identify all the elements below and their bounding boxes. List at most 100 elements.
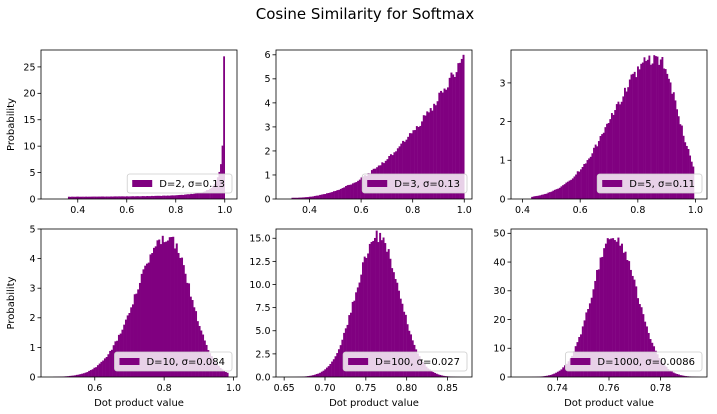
histogram-bar [131, 304, 134, 377]
histogram-bar [606, 123, 608, 199]
histogram-bar [77, 374, 80, 377]
histogram-bar [149, 196, 152, 199]
y-tick-label: 5 [264, 74, 270, 85]
histogram-bar [173, 195, 175, 199]
histogram-bar [437, 374, 440, 377]
histogram-bar [136, 196, 139, 199]
histogram-bar [667, 78, 670, 199]
histogram-bar [142, 269, 145, 377]
histogram-bar [640, 307, 643, 377]
histogram-bar [196, 321, 199, 377]
histogram-bar [221, 369, 224, 377]
histogram-bar [564, 365, 567, 377]
histogram-bar [327, 366, 330, 377]
histogram-bar [351, 301, 354, 377]
histogram-bar [455, 72, 458, 199]
histogram-bar [380, 240, 383, 377]
histogram-bar [334, 190, 337, 199]
histogram-bar [592, 289, 595, 377]
histogram-bar [435, 373, 438, 377]
histogram-bar [679, 375, 682, 377]
histogram-bar [568, 180, 571, 199]
histogram-bar [601, 256, 604, 377]
legend-label: D=100, σ=0.027 [375, 357, 460, 368]
legend: D=5, σ=0.11 [596, 173, 703, 194]
histogram-bar [97, 196, 100, 199]
histogram-bar [560, 369, 563, 377]
y-axis-label: Probability [6, 276, 17, 329]
y-tick-label: 2 [264, 146, 270, 157]
histogram-bar [407, 136, 410, 199]
histogram-bar [94, 196, 97, 199]
histogram-bar [573, 176, 576, 199]
histogram-bar [184, 273, 187, 377]
histogram-bar [551, 374, 554, 377]
histogram-bar [182, 194, 185, 199]
histogram-bar [599, 136, 602, 199]
histogram-bar [426, 111, 429, 199]
histogram-bar [348, 184, 351, 199]
histogram-bar [143, 196, 146, 199]
histogram-bar [557, 188, 560, 199]
histogram-bar [586, 160, 589, 199]
histogram-bar [596, 146, 599, 199]
histogram-bar [555, 372, 558, 377]
histogram-bar [665, 366, 668, 377]
histogram-bar [619, 104, 621, 199]
histogram-bar [550, 191, 553, 199]
axes-frame [275, 49, 473, 200]
histogram-bar [109, 350, 112, 377]
histogram-bar [135, 196, 138, 199]
histogram-bar [144, 196, 147, 199]
histogram-bar [427, 368, 430, 377]
histogram-bar [187, 194, 189, 199]
y-tick-label: 4 [29, 254, 35, 265]
histogram-bar [140, 273, 143, 377]
histogram-bar [646, 59, 649, 199]
histogram-bar [534, 196, 537, 199]
legend-box [114, 351, 233, 372]
x-tick-label: 0.8 [157, 383, 172, 394]
histogram-bar [180, 194, 183, 199]
histogram-bar [630, 74, 633, 199]
histogram-bar [431, 110, 434, 199]
histogram-bar [593, 147, 595, 199]
histogram-bar [103, 358, 106, 377]
histogram-bar [414, 130, 417, 199]
histogram-bar [539, 195, 542, 199]
histogram-bar [319, 372, 322, 377]
histogram-bar [644, 321, 647, 377]
histogram-bar [219, 367, 222, 377]
histogram-bar [540, 194, 543, 199]
histogram-bar [368, 243, 371, 377]
histogram-bar [82, 373, 85, 377]
x-tick-label: 0.6 [354, 205, 369, 216]
histogram-bar [124, 319, 127, 377]
histogram-bar [403, 311, 406, 377]
histogram-bar [669, 82, 672, 199]
histogram-bar [370, 241, 373, 377]
histogram-bar [170, 237, 173, 377]
histogram-bar [379, 232, 382, 377]
histogram-bar [75, 374, 78, 377]
histogram-bar [545, 193, 548, 199]
histogram-bar [158, 195, 161, 199]
histogram-bar [603, 248, 606, 377]
histogram-bar [95, 367, 98, 377]
histogram-bar [310, 196, 313, 199]
histogram-bar [326, 193, 329, 199]
histogram-bar [126, 315, 129, 377]
histogram-bar [683, 375, 686, 377]
histogram-bar [80, 196, 83, 199]
histogram-bar [319, 194, 322, 199]
histogram-bar [434, 105, 437, 199]
histogram-bar [165, 195, 167, 199]
histogram-bar [654, 56, 657, 200]
histogram-bar [336, 353, 339, 377]
histogram-bar [408, 133, 411, 199]
axes-frame [275, 228, 473, 378]
histogram-bar [631, 275, 634, 377]
histogram-bar [151, 253, 154, 377]
histogram-bar [664, 69, 667, 199]
